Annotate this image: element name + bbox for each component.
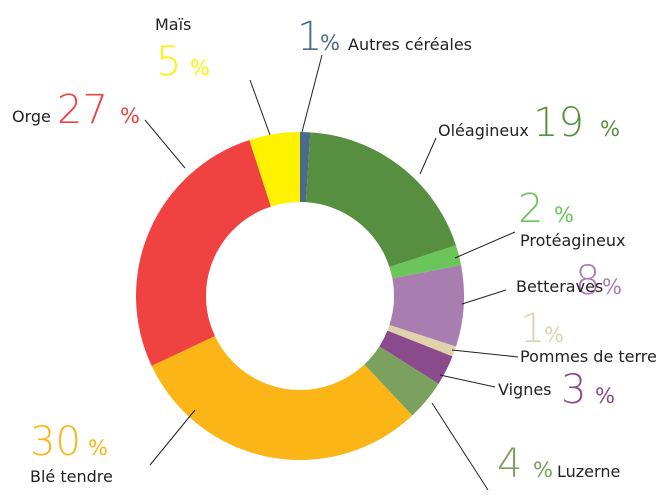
value-label: 27	[57, 87, 108, 133]
leader-line	[301, 54, 323, 133]
value-label: 30	[30, 419, 81, 465]
slice	[387, 325, 456, 357]
category-label: Luzerne	[557, 462, 620, 481]
leader-line	[431, 402, 489, 491]
value-label: 1	[297, 14, 322, 60]
value-unit: %	[533, 458, 553, 482]
value-unit: %	[320, 31, 340, 55]
slice	[389, 245, 462, 279]
leader-line	[144, 119, 186, 169]
value-unit: %	[88, 436, 108, 460]
category-label: Blé tendre	[30, 467, 113, 486]
leader-line	[454, 231, 516, 259]
value-unit: %	[544, 323, 564, 347]
value-unit: %	[600, 117, 620, 141]
slice	[151, 336, 413, 460]
value-unit: %	[190, 56, 210, 80]
category-label: Orge	[12, 107, 51, 126]
value-label: 3	[561, 367, 586, 413]
category-label: Autres céréales	[348, 35, 472, 54]
leader-line	[249, 79, 271, 136]
value-label: 1	[520, 306, 545, 352]
slice	[389, 265, 464, 347]
leader-line	[419, 137, 437, 175]
slice	[136, 140, 271, 366]
value-label: 2	[518, 186, 543, 232]
slice	[300, 132, 311, 203]
category-label: Oléagineux	[438, 121, 529, 140]
category-label: Betteraves	[516, 277, 603, 296]
value-label: 19	[533, 100, 584, 146]
slice	[379, 330, 453, 384]
leader-line	[149, 409, 196, 466]
leader-line	[451, 349, 519, 358]
category-label: Maïs	[155, 15, 191, 34]
slice	[305, 132, 456, 267]
leader-line	[461, 289, 507, 305]
value-unit: %	[602, 275, 622, 299]
value-unit: %	[120, 104, 140, 128]
category-label: Vignes	[498, 380, 552, 399]
slice	[249, 132, 300, 207]
value-unit: %	[595, 384, 615, 408]
value-unit: %	[554, 203, 574, 227]
category-label: Protéagineux	[520, 231, 626, 250]
value-label: 5	[156, 39, 181, 85]
value-label: 8	[575, 258, 600, 304]
category-label: Pommes de terre	[520, 347, 657, 366]
slice	[364, 346, 439, 416]
value-label: 4	[497, 441, 522, 487]
leader-line	[439, 374, 496, 388]
